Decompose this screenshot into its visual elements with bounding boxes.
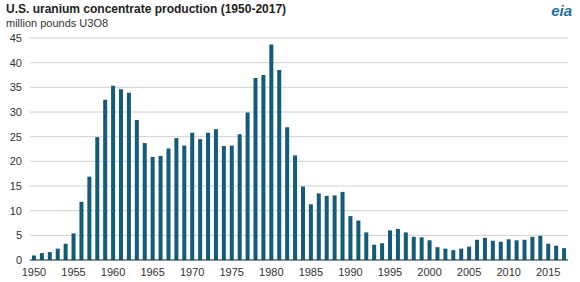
svg-text:1960: 1960 <box>101 266 125 278</box>
svg-text:1970: 1970 <box>180 266 204 278</box>
svg-text:1980: 1980 <box>259 266 283 278</box>
svg-text:2010: 2010 <box>496 266 520 278</box>
svg-text:2015: 2015 <box>536 266 560 278</box>
svg-text:5: 5 <box>16 229 22 241</box>
svg-text:1985: 1985 <box>299 266 323 278</box>
svg-text:1955: 1955 <box>61 266 85 278</box>
svg-text:1990: 1990 <box>338 266 362 278</box>
svg-text:0: 0 <box>16 254 22 266</box>
html-text:million pounds U3O8: million pounds U3O8 <box>6 17 109 29</box>
html-text:eia: eia <box>551 2 572 19</box>
svg-text:35: 35 <box>10 81 22 93</box>
svg-text:20: 20 <box>10 155 22 167</box>
svg-text:25: 25 <box>10 131 22 143</box>
svg-text:2005: 2005 <box>457 266 481 278</box>
svg-text:1950: 1950 <box>22 266 46 278</box>
svg-text:15: 15 <box>10 180 22 192</box>
svg-text:45: 45 <box>10 32 22 44</box>
html-text:U.S. uranium concentrate produ: U.S. uranium concentrate production (195… <box>6 2 287 16</box>
svg-text:1975: 1975 <box>220 266 244 278</box>
svg-text:1995: 1995 <box>378 266 402 278</box>
svg-text:2000: 2000 <box>417 266 441 278</box>
svg-text:10: 10 <box>10 205 22 217</box>
svg-text:30: 30 <box>10 106 22 118</box>
svg-text:40: 40 <box>10 57 22 69</box>
svg-text:1965: 1965 <box>140 266 164 278</box>
